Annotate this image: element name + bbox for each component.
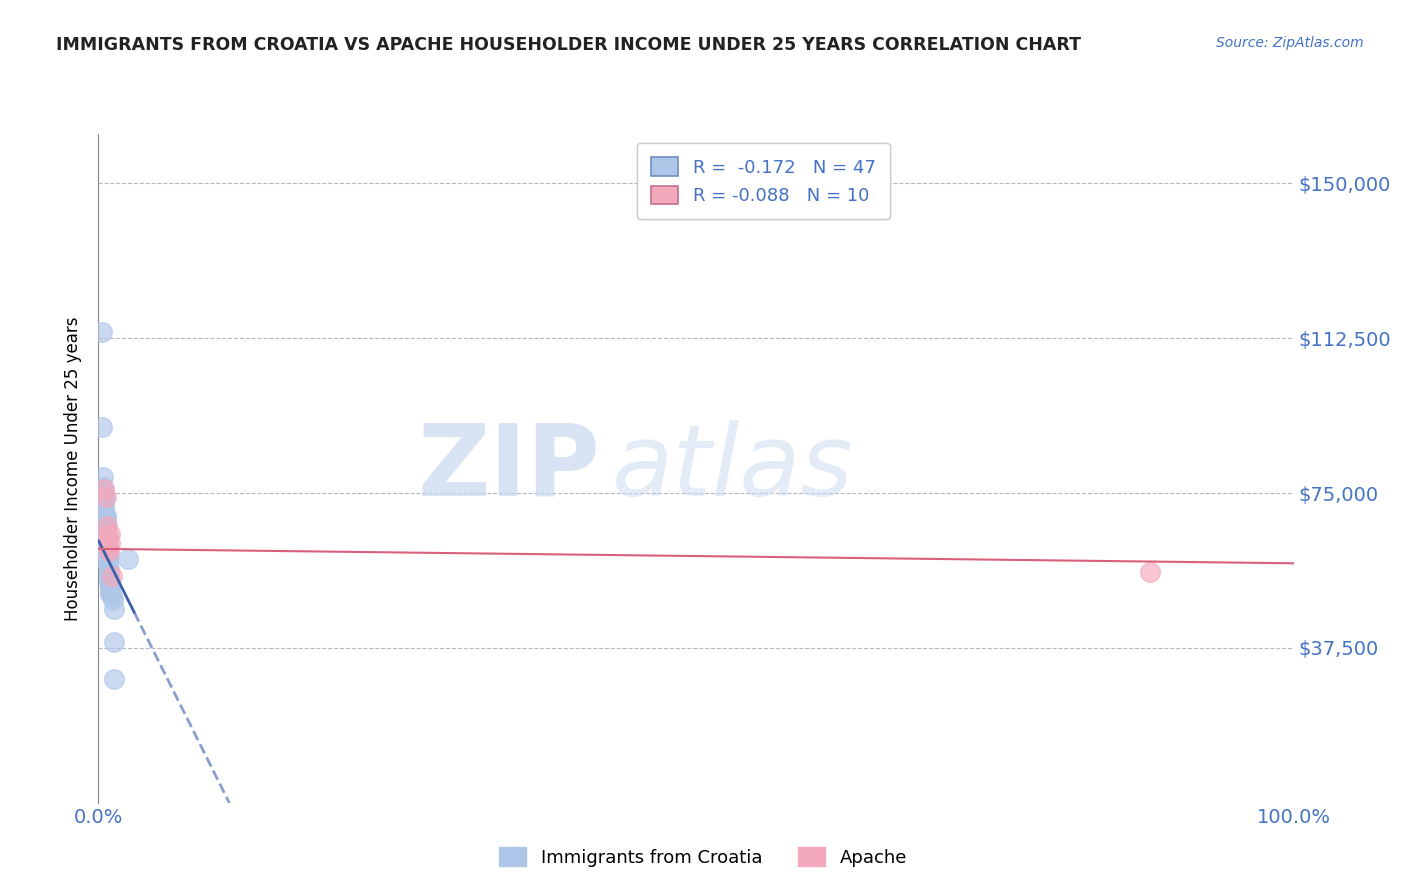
Point: [103, 672, 125, 686]
Text: IMMIGRANTS FROM CROATIA VS APACHE HOUSEHOLDER INCOME UNDER 25 YEARS CORRELATION : IMMIGRANTS FROM CROATIA VS APACHE HOUSEH…: [56, 36, 1081, 54]
Point: [97, 550, 120, 565]
Point: [103, 634, 125, 648]
Point: [93, 488, 115, 502]
Point: [98, 565, 121, 579]
Point: [96, 541, 118, 556]
Point: [98, 544, 121, 558]
Point: [94, 511, 117, 525]
Point: [96, 519, 118, 533]
Point: [98, 535, 122, 549]
Point: [96, 535, 118, 549]
Point: [94, 523, 117, 537]
Point: [100, 568, 122, 582]
Point: [96, 540, 118, 554]
Point: [94, 508, 117, 523]
Point: [97, 529, 120, 543]
Point: [96, 532, 118, 546]
Point: [97, 548, 120, 562]
Point: [91, 480, 114, 494]
Point: [91, 483, 114, 498]
Point: [93, 494, 115, 508]
Point: [97, 554, 120, 568]
Point: [94, 490, 117, 504]
Point: [97, 552, 120, 566]
Point: [103, 601, 125, 615]
Text: atlas: atlas: [613, 420, 853, 516]
Point: [98, 581, 122, 595]
Legend: Immigrants from Croatia, Apache: Immigrants from Croatia, Apache: [492, 840, 914, 874]
Point: [94, 515, 117, 529]
Point: [1139, 565, 1161, 579]
Point: [117, 552, 139, 566]
Point: [93, 482, 115, 496]
Point: [98, 587, 122, 601]
Point: [96, 544, 118, 558]
Point: [98, 583, 122, 598]
Point: [96, 533, 118, 548]
Point: [94, 517, 117, 532]
Point: [98, 527, 122, 541]
Point: [98, 574, 121, 589]
Text: Source: ZipAtlas.com: Source: ZipAtlas.com: [1216, 36, 1364, 50]
Point: [91, 420, 114, 434]
Point: [96, 538, 118, 552]
Point: [97, 558, 120, 573]
Point: [98, 585, 122, 599]
Point: [97, 540, 120, 554]
Point: [98, 573, 121, 587]
Point: [96, 546, 118, 560]
Point: [98, 577, 122, 591]
Point: [98, 562, 121, 576]
Point: [93, 490, 115, 504]
Point: [91, 325, 114, 339]
Point: [91, 469, 114, 483]
Text: ZIP: ZIP: [418, 420, 600, 516]
Legend: R =  -0.172   N = 47, R = -0.088   N = 10: R = -0.172 N = 47, R = -0.088 N = 10: [637, 143, 890, 219]
Y-axis label: Householder Income Under 25 years: Householder Income Under 25 years: [65, 316, 83, 621]
Point: [93, 502, 115, 516]
Point: [93, 499, 115, 513]
Point: [101, 593, 124, 607]
Point: [98, 568, 121, 582]
Point: [98, 579, 122, 593]
Point: [94, 527, 117, 541]
Point: [100, 590, 122, 604]
Point: [93, 507, 115, 521]
